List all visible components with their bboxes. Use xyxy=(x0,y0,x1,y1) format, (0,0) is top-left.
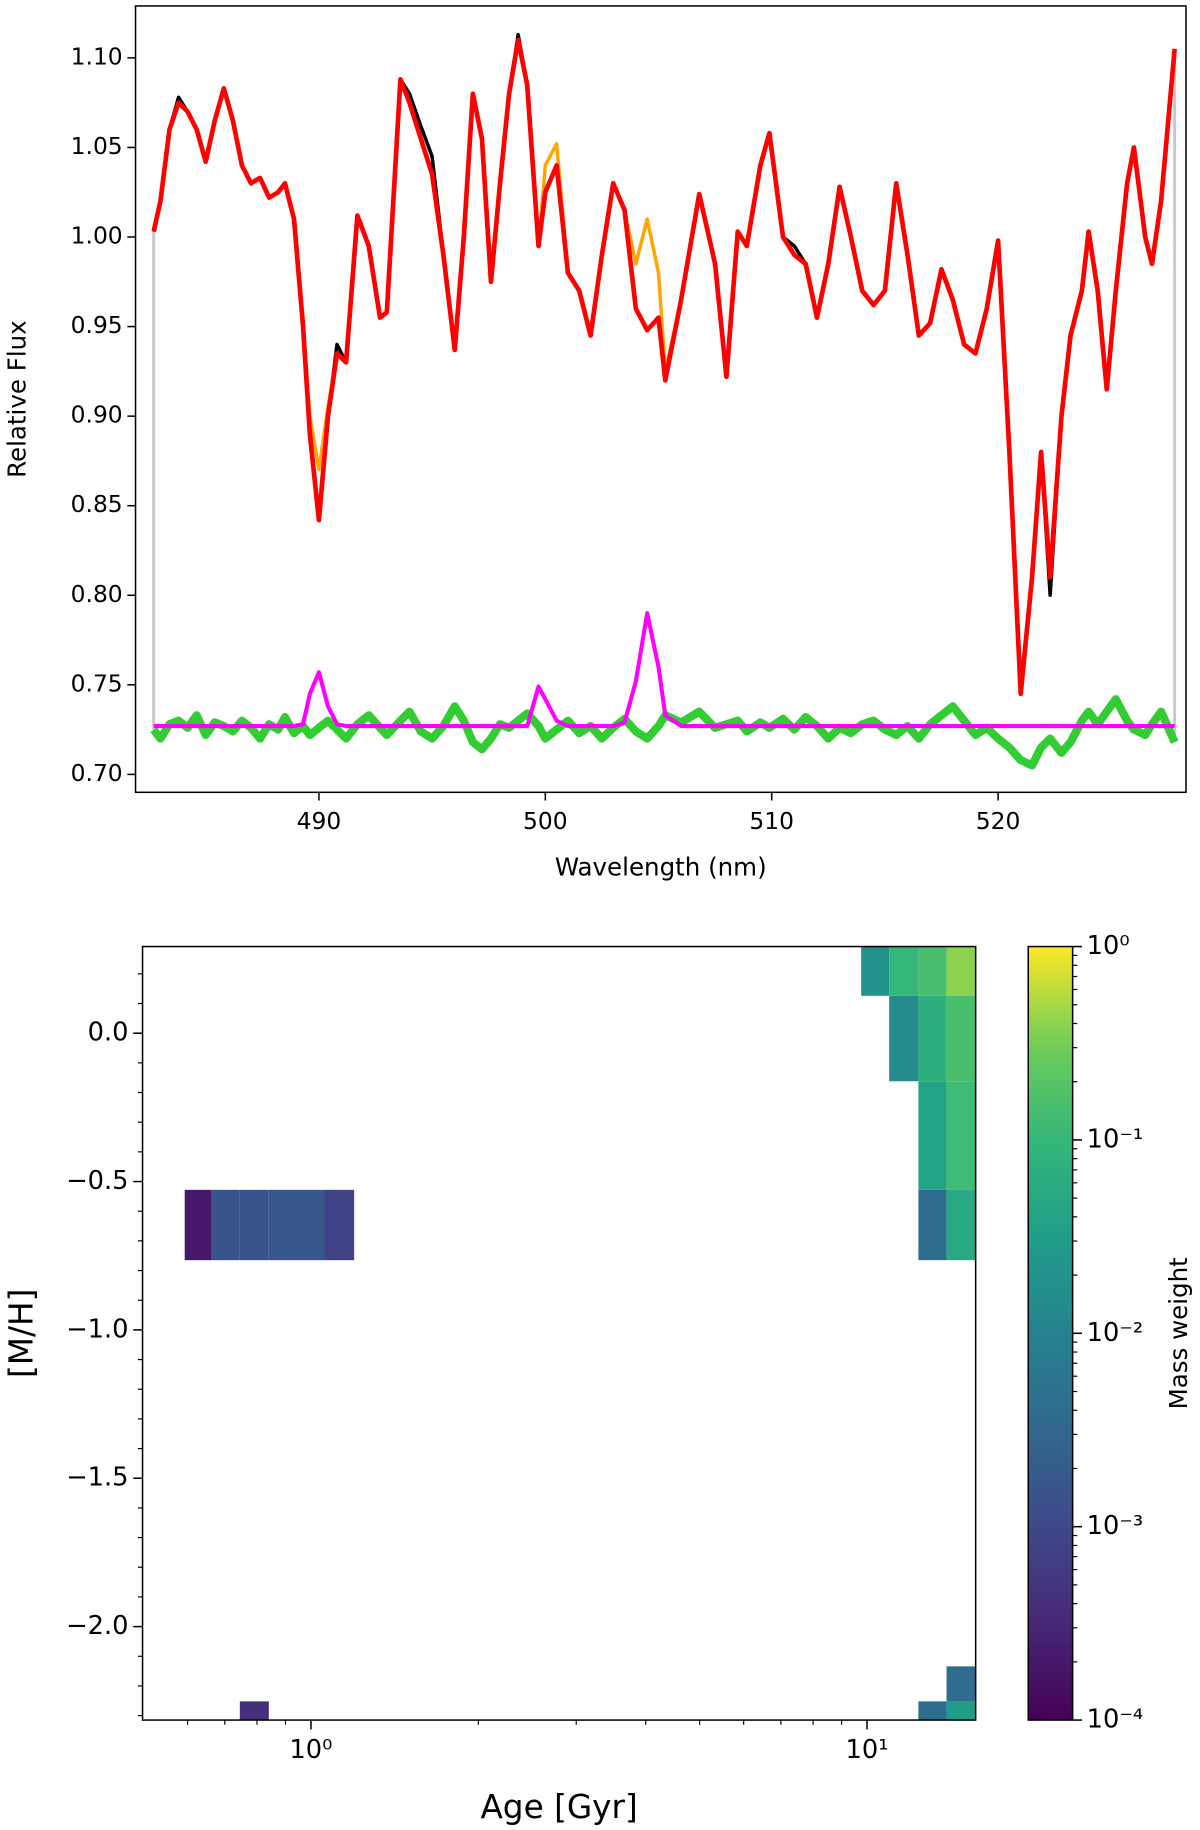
heat-cell xyxy=(946,1081,976,1190)
colorbar-label: Mass weight xyxy=(1164,1257,1193,1410)
y-tick-label: −1.0 xyxy=(66,1314,128,1344)
colorbar-tick-label: 10⁻⁴ xyxy=(1087,1705,1144,1735)
x-tick-label: 490 xyxy=(297,807,342,835)
heat-cell xyxy=(946,1701,976,1721)
heat-cell xyxy=(239,1701,269,1721)
y-axis-label: Relative Flux xyxy=(3,320,32,478)
x-tick-label: 520 xyxy=(976,807,1021,835)
heat-cell xyxy=(918,1189,947,1261)
heat-cell xyxy=(324,1189,355,1261)
x-tick-label: 500 xyxy=(523,807,568,835)
y-tick-label: 0.0 xyxy=(88,1018,129,1048)
y-tick-label: 0.85 xyxy=(71,490,123,518)
heat-cell xyxy=(861,946,890,996)
x-tick-label: 10¹ xyxy=(846,1735,889,1765)
y-axis-label: [M/H] xyxy=(2,1289,40,1378)
heatmap-plot: 10⁰ 10¹ 0.0 −0.5 −1.0 −1.5 −2.0 Age [Gyr] [M/H] 1… xyxy=(2,931,1193,1826)
spectrum-line xyxy=(151,37,1177,697)
y-tick-label: −2.0 xyxy=(66,1611,128,1641)
colorbar-tick-label: 10⁰ xyxy=(1087,931,1130,961)
colorbar xyxy=(1027,945,1074,1721)
plot-frame xyxy=(141,945,977,1721)
heat-cell xyxy=(946,946,976,996)
colorbar-tick-label: 10⁻² xyxy=(1087,1318,1144,1348)
x-tick-label: 510 xyxy=(749,807,794,835)
heat-cell xyxy=(268,1189,325,1261)
heat-cell xyxy=(918,946,947,996)
heat-cell xyxy=(946,1189,976,1261)
y-tick-label: −1.5 xyxy=(66,1463,128,1493)
heat-cell xyxy=(946,1666,976,1702)
heat-cell xyxy=(918,995,947,1082)
spectrum-plot: 490 500 510 520 0.70 0.75 0.80 0.85 0.90 0.95 1.00… xyxy=(3,5,1187,881)
heat-cell xyxy=(889,946,919,996)
heat-cell xyxy=(211,1189,240,1261)
y-tick-label: 1.05 xyxy=(71,132,123,160)
y-tick-label: 0.70 xyxy=(71,759,123,787)
x-tick-label: 10⁰ xyxy=(289,1735,332,1765)
x-axis-label: Wavelength (nm) xyxy=(555,852,767,881)
heat-cell xyxy=(918,1701,947,1721)
spectrum-line xyxy=(150,695,1179,770)
heat-cell xyxy=(184,1189,212,1261)
heat-cell xyxy=(946,995,976,1082)
heat-cell xyxy=(889,995,919,1082)
heat-cell xyxy=(239,1189,269,1261)
x-axis-label: Age [Gyr] xyxy=(480,1788,637,1826)
y-tick-label: 0.80 xyxy=(71,580,123,608)
spectrum-line xyxy=(153,611,1175,729)
heat-cell xyxy=(918,1081,947,1190)
colorbar-tick-label: 10⁻³ xyxy=(1087,1511,1144,1541)
y-tick-label: 0.75 xyxy=(71,669,123,697)
y-tick-label: 1.00 xyxy=(71,222,123,250)
plot-frame xyxy=(134,5,1187,794)
y-tick-label: 0.90 xyxy=(71,401,123,429)
y-tick-label: −0.5 xyxy=(66,1166,128,1196)
y-tick-label: 0.95 xyxy=(71,311,123,339)
colorbar-tick-label: 10⁻¹ xyxy=(1087,1124,1144,1154)
y-tick-label: 1.10 xyxy=(71,42,123,70)
